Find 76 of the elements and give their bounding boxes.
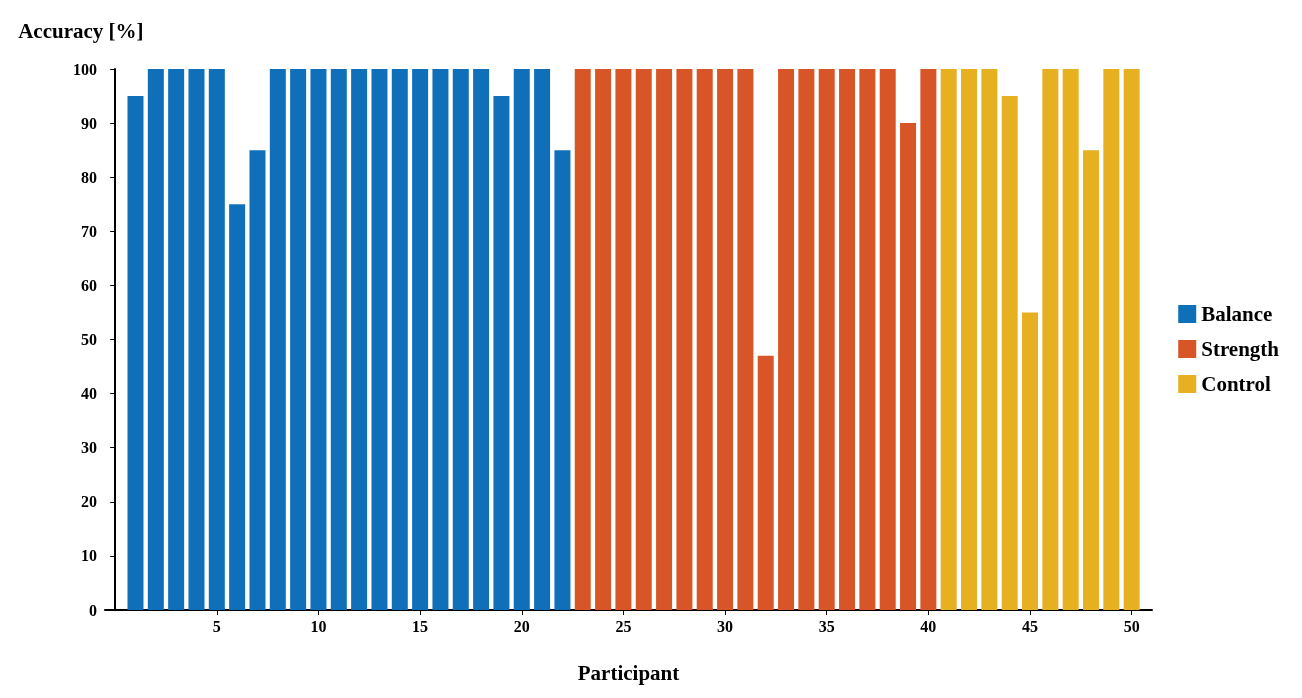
bar <box>188 69 205 610</box>
x-tick-label: 30 <box>717 617 734 635</box>
legend-label: Control <box>1201 372 1271 396</box>
y-tick-label: 10 <box>81 547 97 565</box>
x-tick-label: 5 <box>212 617 221 635</box>
bar <box>859 69 876 610</box>
bar <box>656 69 673 610</box>
x-tick-label: 35 <box>818 617 835 635</box>
x-tick-label: 10 <box>310 617 327 635</box>
bar <box>513 69 530 610</box>
y-tick-label: 20 <box>81 493 97 511</box>
x-tick-label: 25 <box>615 617 632 635</box>
legend-label: Balance <box>1201 302 1273 326</box>
bar <box>717 69 734 610</box>
bar <box>249 150 266 610</box>
x-tick-label: 50 <box>1123 617 1140 635</box>
bar <box>574 69 591 610</box>
bar <box>290 69 307 610</box>
bar <box>1042 69 1059 610</box>
bar <box>168 69 185 610</box>
bar <box>1083 150 1100 610</box>
bar <box>310 69 327 610</box>
bar <box>473 69 490 610</box>
bar <box>839 69 856 610</box>
bar <box>696 69 713 610</box>
bar <box>615 69 632 610</box>
bar <box>371 69 388 610</box>
bar <box>493 96 510 610</box>
bar <box>1103 69 1120 610</box>
bar <box>737 69 754 610</box>
bar <box>269 69 286 610</box>
bar <box>961 69 978 610</box>
bar <box>757 355 774 610</box>
bar <box>534 69 551 610</box>
bar <box>147 69 164 610</box>
bar <box>412 69 429 610</box>
bar <box>635 69 652 610</box>
bar <box>940 69 957 610</box>
bar <box>778 69 795 610</box>
y-axis-title: Accuracy [%] <box>18 18 144 43</box>
x-tick-label: 15 <box>412 617 429 635</box>
y-tick-label: 30 <box>81 439 97 457</box>
bar <box>554 150 571 610</box>
bar <box>920 69 937 610</box>
y-tick-label: 40 <box>81 385 97 403</box>
x-tick-label: 20 <box>513 617 530 635</box>
bar <box>900 123 917 610</box>
bar <box>818 69 835 610</box>
bar <box>879 69 896 610</box>
y-tick-label: 0 <box>89 601 97 619</box>
bar <box>452 69 469 610</box>
y-tick-label: 100 <box>73 60 97 78</box>
bar <box>1062 69 1079 610</box>
bar <box>127 96 144 610</box>
y-tick-label: 90 <box>81 114 97 132</box>
bar <box>1001 96 1018 610</box>
bar <box>595 69 612 610</box>
legend-label: Strength <box>1201 337 1280 361</box>
bar <box>330 69 347 610</box>
bar <box>676 69 693 610</box>
bar <box>432 69 449 610</box>
y-tick-label: 80 <box>81 168 97 186</box>
y-tick-label: 50 <box>81 331 97 348</box>
x-tick-label: 40 <box>920 617 937 635</box>
bar <box>981 69 998 610</box>
bar <box>351 69 368 610</box>
bar <box>391 69 408 610</box>
bar <box>798 69 815 610</box>
x-tick-label: 45 <box>1022 617 1039 635</box>
y-tick-label: 60 <box>81 276 97 294</box>
bar <box>1022 312 1039 610</box>
bar <box>208 69 225 610</box>
x-axis-title: Participant <box>577 660 680 685</box>
bar <box>1123 69 1140 610</box>
bar <box>229 204 246 610</box>
y-tick-label: 70 <box>81 222 97 240</box>
